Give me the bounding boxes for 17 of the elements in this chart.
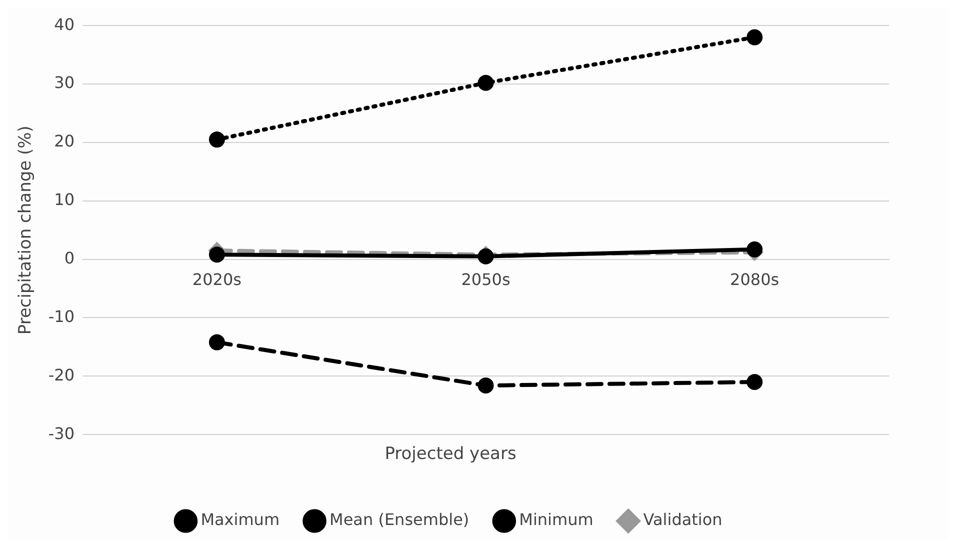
x-tick-label: 2080s bbox=[730, 270, 780, 290]
y-axis-title: Precipitation change (%) bbox=[16, 126, 36, 335]
legend-label: Maximum bbox=[200, 510, 280, 530]
y-tick-label: 0 bbox=[64, 248, 75, 268]
legend-label: Validation bbox=[643, 510, 722, 530]
x-tick-label: 2020s bbox=[192, 270, 242, 290]
legend-label: Minimum bbox=[519, 510, 594, 530]
y-tick-label: 10 bbox=[54, 190, 75, 210]
x-tick-label: 2050s bbox=[461, 270, 510, 290]
y-tick-label: 20 bbox=[54, 132, 75, 151]
y-tick-label: -10 bbox=[48, 306, 75, 326]
y-tick-label: 40 bbox=[54, 14, 75, 34]
legend-label: Mean (Ensemble) bbox=[330, 510, 470, 530]
y-tick-label: -20 bbox=[48, 365, 75, 384]
x-axis-title: Projected years bbox=[384, 444, 516, 464]
y-tick-label: 30 bbox=[54, 73, 75, 92]
y-tick-label: -30 bbox=[48, 424, 75, 443]
